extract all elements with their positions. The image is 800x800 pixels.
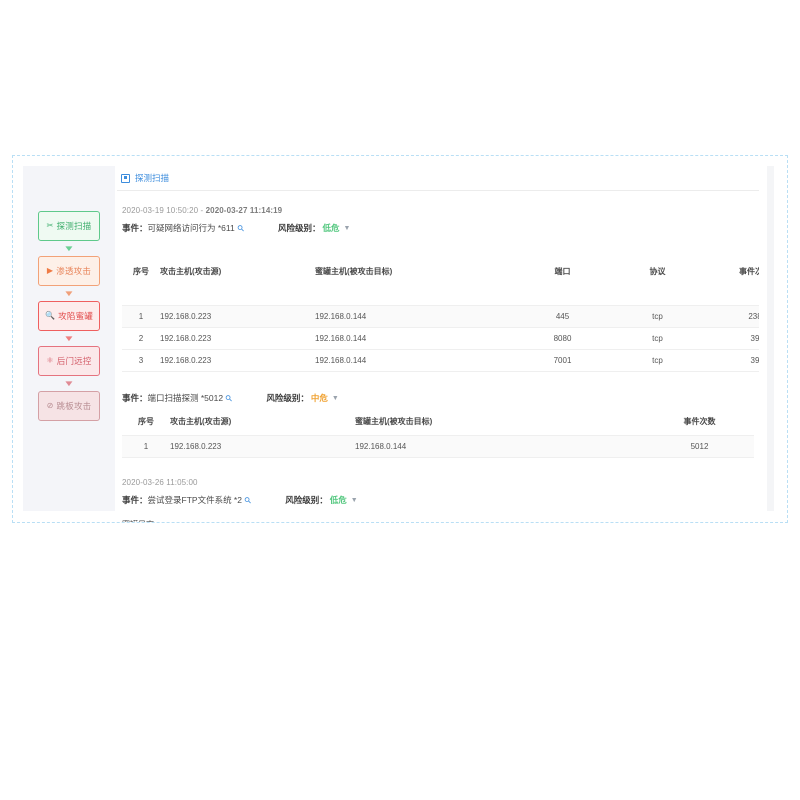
- cell-port: 445: [515, 305, 610, 328]
- vertical-scrollbar[interactable]: [767, 166, 774, 511]
- risk-level-label: 风险级别：: [277, 223, 321, 233]
- col-attacker-host: 攻击主机(攻击源): [170, 417, 232, 426]
- section-timestamp: 2020-03-26 11:05:00: [122, 478, 754, 487]
- cell-attacker-host: 192.168.0.223: [160, 349, 315, 372]
- cell-attacker-host: 192.168.0.223: [160, 305, 315, 328]
- panel-header: 探测扫描: [117, 166, 759, 191]
- cell-protocol: tcp: [610, 327, 705, 350]
- event-label: 事件：: [122, 495, 148, 505]
- panel-body: 2020-03-19 10:50:20 - 2020-03-27 11:14:1…: [117, 191, 759, 522]
- attack-chain-sidebar: ✂ 探测扫描 ▼ ▶ 渗透攻击 ▼ 🔍 攻陷蜜罐 ▼ ⚛ 后门远控 ▼ ⊘ 跳板…: [23, 166, 115, 511]
- section-spacer: [122, 458, 754, 478]
- col-honeypot-host: 蜜罐主机(被攻击目标): [315, 267, 393, 276]
- window-icon: [121, 173, 130, 183]
- page-title: 探测扫描: [135, 173, 170, 183]
- timestamp-separator: -: [198, 206, 206, 215]
- risk-level-value: 低危: [322, 223, 340, 233]
- magnifier-icon[interactable]: ⚲: [234, 221, 247, 234]
- cell-honeypot-host: 192.168.0.144: [315, 327, 515, 350]
- events-table-2: 序号 攻击主机(攻击源) 蜜罐主机(被攻击目标) 事件次数 1 192.168.…: [122, 413, 754, 458]
- content-frame: ✂ 探测扫描 ▼ ▶ 渗透攻击 ▼ 🔍 攻陷蜜罐 ▼ ⚛ 后门远控 ▼ ⊘ 跳板…: [12, 155, 788, 523]
- col-protocol: 协议: [649, 267, 666, 276]
- cell-event-count: 238: [705, 305, 759, 328]
- sidebar-item-label: 探测扫描: [56, 221, 92, 231]
- timestamp-end: 2020-03-27 11:14:19: [205, 206, 283, 215]
- sidebar-item-label: 渗透攻击: [56, 266, 92, 276]
- cell-honeypot-host: 192.168.0.144: [315, 305, 515, 328]
- timestamp-value: 2020-03-26 11:05:00: [122, 478, 198, 487]
- table-row: 1 192.168.0.223 192.168.0.144 5012: [122, 435, 754, 458]
- cell-index: 1: [122, 435, 170, 458]
- cell-event-count: 39: [705, 349, 759, 372]
- cell-port: 7001: [515, 349, 610, 372]
- sidebar-item-penetration-attack[interactable]: ▶ 渗透攻击: [38, 256, 100, 286]
- cell-protocol: tcp: [610, 349, 705, 372]
- cell-honeypot-host: 192.168.0.144: [315, 349, 515, 372]
- honeypot-log-label: 蜜罐日志: [122, 515, 729, 522]
- magnifier-icon[interactable]: ⚲: [241, 493, 254, 506]
- timestamp-start: 2020-03-19 10:50:20: [122, 206, 199, 215]
- chain-arrow-4: ▼: [63, 378, 75, 388]
- event-label: 事件：: [122, 223, 148, 233]
- sidebar-item-label: 后门远控: [56, 356, 92, 366]
- cell-port: 8080: [515, 327, 610, 350]
- sidebar-item-honeypot-compromised[interactable]: 🔍 攻陷蜜罐: [38, 301, 100, 331]
- ban-icon: ⊘: [46, 401, 54, 410]
- section-spacer: [122, 372, 754, 392]
- col-index: 序号: [133, 267, 149, 276]
- sidebar-item-label: 攻陷蜜罐: [58, 311, 93, 321]
- event-header: 事件： 可疑网络访问行为 *611 ⚲ 风险级别： 低危 ▼: [122, 222, 754, 234]
- col-port: 端口: [554, 267, 571, 276]
- table-row: 2 192.168.0.223 192.168.0.144 8080 tcp 3…: [122, 327, 759, 350]
- col-index: 序号: [138, 417, 154, 426]
- chain-arrow-3: ▼: [63, 333, 75, 343]
- sidebar-item-detection-scan[interactable]: ✂ 探测扫描: [38, 211, 100, 241]
- risk-level-value: 中危: [310, 393, 328, 403]
- event-header: 事件： 端口扫描探测 *5012 ⚲ 风险级别： 中危 ▼: [122, 392, 754, 404]
- chain-arrow-1: ▼: [63, 243, 75, 253]
- cell-attacker-host: 192.168.0.223: [160, 327, 315, 350]
- attack-chain-list: ✂ 探测扫描 ▼ ▶ 渗透攻击 ▼ 🔍 攻陷蜜罐 ▼ ⚛ 后门远控 ▼ ⊘ 跳板…: [23, 166, 115, 421]
- sidebar-item-label: 跳板攻击: [56, 401, 92, 411]
- cell-protocol: tcp: [610, 305, 705, 328]
- risk-level-label: 风险级别：: [285, 495, 328, 505]
- risk-level-value: 低危: [329, 495, 347, 505]
- search-icon: 🔍: [45, 311, 56, 320]
- cell-index: 3: [122, 349, 160, 372]
- chevron-down-icon[interactable]: ▼: [343, 224, 351, 232]
- col-honeypot-host: 蜜罐主机(被攻击目标): [355, 417, 433, 426]
- chain-arrow-2: ▼: [63, 288, 75, 298]
- sidebar-item-backdoor-remote-control[interactable]: ⚛ 后门远控: [38, 346, 100, 376]
- wrench-icon: ✂: [46, 221, 54, 230]
- cell-attacker-host: 192.168.0.223: [170, 435, 355, 458]
- event-label: 事件：: [122, 393, 148, 403]
- cell-index: 1: [122, 305, 160, 328]
- table-header-row: 序号 攻击主机(攻击源) 蜜罐主机(被攻击目标) 端口 协议 事件次数 查看数 …: [122, 243, 759, 306]
- cell-event-count: 39: [705, 327, 759, 350]
- table-row: 3 192.168.0.223 192.168.0.144 7001 tcp 3…: [122, 349, 759, 372]
- event-header: 事件： 尝试登录FTP文件系统 *2 ⚲ 风险级别： 低危 ▼: [122, 494, 754, 506]
- sidebar-item-pivot-attack[interactable]: ⊘ 跳板攻击: [38, 391, 100, 421]
- cell-honeypot-host: 192.168.0.144: [355, 435, 645, 458]
- cell-event-count: 5012: [645, 435, 754, 458]
- col-event-count: 事件次数: [683, 417, 716, 426]
- chevron-down-icon[interactable]: ▼: [331, 394, 339, 402]
- magnifier-icon[interactable]: ⚲: [223, 391, 235, 404]
- event-name: 端口扫描探测 *5012: [147, 393, 224, 403]
- risk-level-label: 风险级别：: [266, 393, 309, 403]
- section-timestamp: 2020-03-19 10:50:20 - 2020-03-27 11:14:1…: [122, 206, 754, 215]
- cell-index: 2: [122, 327, 160, 350]
- rocket-icon: ▶: [46, 266, 54, 275]
- col-attacker-host: 攻击主机(攻击源): [160, 267, 222, 276]
- col-event-count: 事件次数: [739, 267, 759, 276]
- link-icon: ⚛: [46, 356, 54, 365]
- event-name: 可疑网络访问行为 *611: [147, 223, 235, 233]
- table-row: 1 192.168.0.223 192.168.0.144 445 tcp 23…: [122, 305, 759, 328]
- events-table-1: 序号 攻击主机(攻击源) 蜜罐主机(被攻击目标) 端口 协议 事件次数 查看数 …: [122, 243, 759, 372]
- table-header-row: 序号 攻击主机(攻击源) 蜜罐主机(被攻击目标) 事件次数: [122, 413, 754, 436]
- main-content: 探测扫描 2020-03-19 10:50:20 - 2020-03-27 11…: [117, 166, 759, 522]
- chevron-down-icon[interactable]: ▼: [350, 496, 358, 504]
- event-name: 尝试登录FTP文件系统 *2: [147, 495, 242, 505]
